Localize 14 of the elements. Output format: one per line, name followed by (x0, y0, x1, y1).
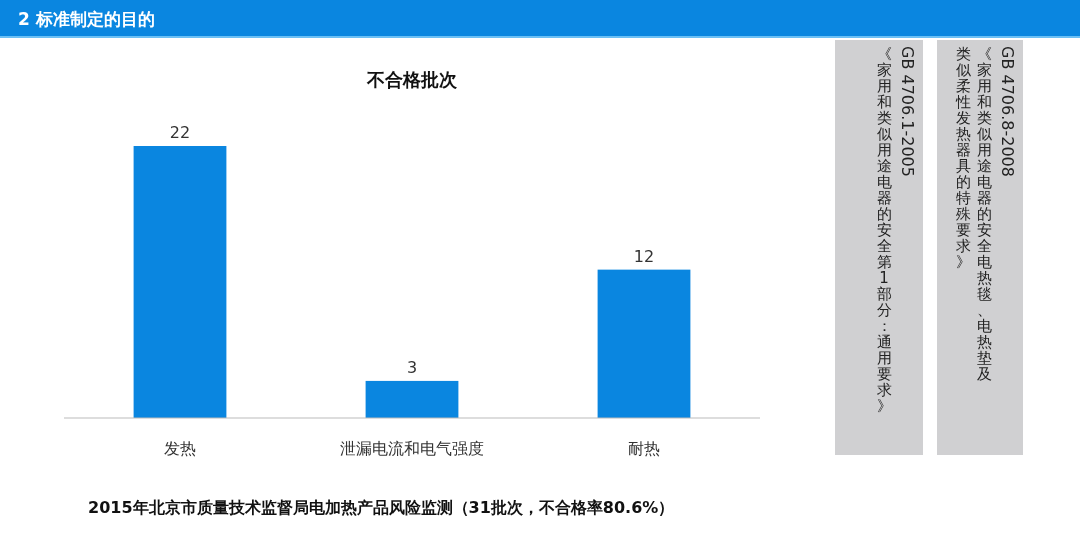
text: 2015年北京市质量技术监督局电加热产品风险监测（31批次，不合格率80.6%） (88, 498, 675, 519)
data-label: 22 (169, 123, 191, 142)
text: GB 4706.8-2008 (997, 46, 1017, 177)
text: 《家用和类似用途电器的安全电热毯、电热垫及 (976, 45, 992, 383)
text: 《家用和类似用途电器的安全第1部分：通用要求》 (876, 45, 892, 415)
text: 类似柔性发热器具的特殊要求》 (955, 45, 971, 271)
text: GB 4706.1-2005 (897, 46, 917, 177)
data-label: 3 (406, 357, 418, 377)
x-tick-label: 泄漏电流和电气强度 (340, 439, 484, 458)
x-tick-label: 耐热 (628, 439, 660, 458)
x-tick-label: 发热 (164, 439, 196, 458)
text: 2 标准制定的目的 (0, 0, 1080, 38)
chart-title: 不合格批次 (366, 69, 458, 90)
data-label: 12 (633, 246, 655, 266)
